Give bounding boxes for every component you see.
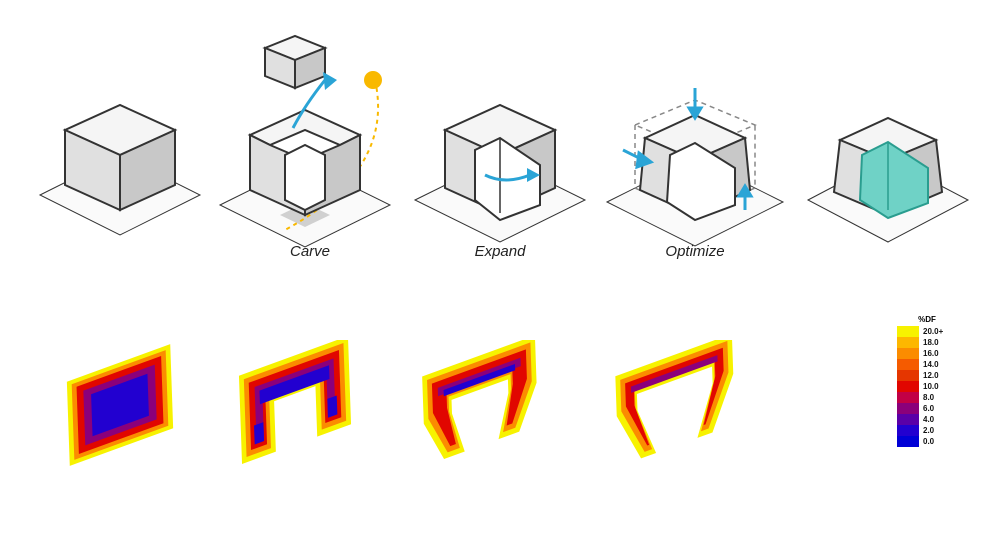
step2-svg xyxy=(205,10,415,250)
heatmap-3 xyxy=(390,340,570,490)
legend-swatch xyxy=(897,359,919,370)
legend-value: 6.0 xyxy=(923,404,934,413)
legend-row: 2.0 xyxy=(897,425,957,436)
legend-swatch xyxy=(897,392,919,403)
legend-row: 12.0 xyxy=(897,370,957,381)
step2-carve: Carve xyxy=(205,10,415,260)
bottom-row xyxy=(0,340,987,490)
label-optimize: Optimize xyxy=(595,243,795,260)
step5-svg xyxy=(800,10,975,250)
legend-row: 6.0 xyxy=(897,403,957,414)
legend-value: 8.0 xyxy=(923,393,934,402)
legend-value: 18.0 xyxy=(923,338,939,347)
legend-value: 14.0 xyxy=(923,360,939,369)
legend-row: 20.0+ xyxy=(897,326,957,337)
legend-value: 2.0 xyxy=(923,426,934,435)
heatmap-4 xyxy=(580,340,770,490)
legend-value: 10.0 xyxy=(923,382,939,391)
legend-swatch xyxy=(897,436,919,447)
legend-title: %DF xyxy=(897,315,957,324)
legend-row: 14.0 xyxy=(897,359,957,370)
heatmap2-svg xyxy=(210,340,380,470)
legend-swatch xyxy=(897,381,919,392)
legend-row: 18.0 xyxy=(897,337,957,348)
heatmap-1 xyxy=(40,340,200,490)
legend-swatch xyxy=(897,414,919,425)
label-expand: Expand xyxy=(405,243,595,260)
legend-swatch xyxy=(897,370,919,381)
heatmap3-svg xyxy=(390,340,570,470)
step5-final xyxy=(800,10,975,260)
step1-box xyxy=(25,10,215,260)
legend-swatch xyxy=(897,425,919,436)
heatmap-2 xyxy=(210,340,380,490)
legend-swatch xyxy=(897,403,919,414)
legend-row: 16.0 xyxy=(897,348,957,359)
step3-svg xyxy=(405,10,595,250)
step4-svg xyxy=(595,10,795,250)
legend-swatch xyxy=(897,348,919,359)
label-carve: Carve xyxy=(205,243,415,260)
top-row: Carve Expand xyxy=(0,10,987,260)
legend-value: 16.0 xyxy=(923,349,939,358)
diagram-canvas: Carve Expand xyxy=(0,0,987,545)
legend-swatch xyxy=(897,337,919,348)
legend-row: 0.0 xyxy=(897,436,957,447)
legend: %DF 20.0+ 18.0 16.0 14.0 12.0 10.0 8.0 6.0 4.0 2.… xyxy=(897,315,957,447)
legend-row: 8.0 xyxy=(897,392,957,403)
step1-svg xyxy=(25,10,215,250)
heatmap4-svg xyxy=(580,340,770,470)
legend-value: 12.0 xyxy=(923,371,939,380)
legend-value: 4.0 xyxy=(923,415,934,424)
step3-expand: Expand xyxy=(405,10,595,260)
legend-row: 4.0 xyxy=(897,414,957,425)
legend-rows: 20.0+ 18.0 16.0 14.0 12.0 10.0 8.0 6.0 4.0 2.0 0.0 xyxy=(897,326,957,447)
legend-row: 10.0 xyxy=(897,381,957,392)
heatmap1-svg xyxy=(40,340,200,470)
legend-value: 0.0 xyxy=(923,437,934,446)
legend-value: 20.0+ xyxy=(923,327,943,336)
legend-swatch xyxy=(897,326,919,337)
step4-optimize: Optimize xyxy=(595,10,795,260)
